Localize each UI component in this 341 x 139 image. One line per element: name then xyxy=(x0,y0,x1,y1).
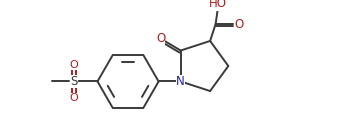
Text: O: O xyxy=(156,32,165,45)
Text: O: O xyxy=(234,18,243,30)
Text: O: O xyxy=(70,60,78,70)
Text: HO: HO xyxy=(209,0,227,10)
Text: N: N xyxy=(176,75,185,88)
Text: O: O xyxy=(70,93,78,103)
Text: S: S xyxy=(71,75,78,88)
